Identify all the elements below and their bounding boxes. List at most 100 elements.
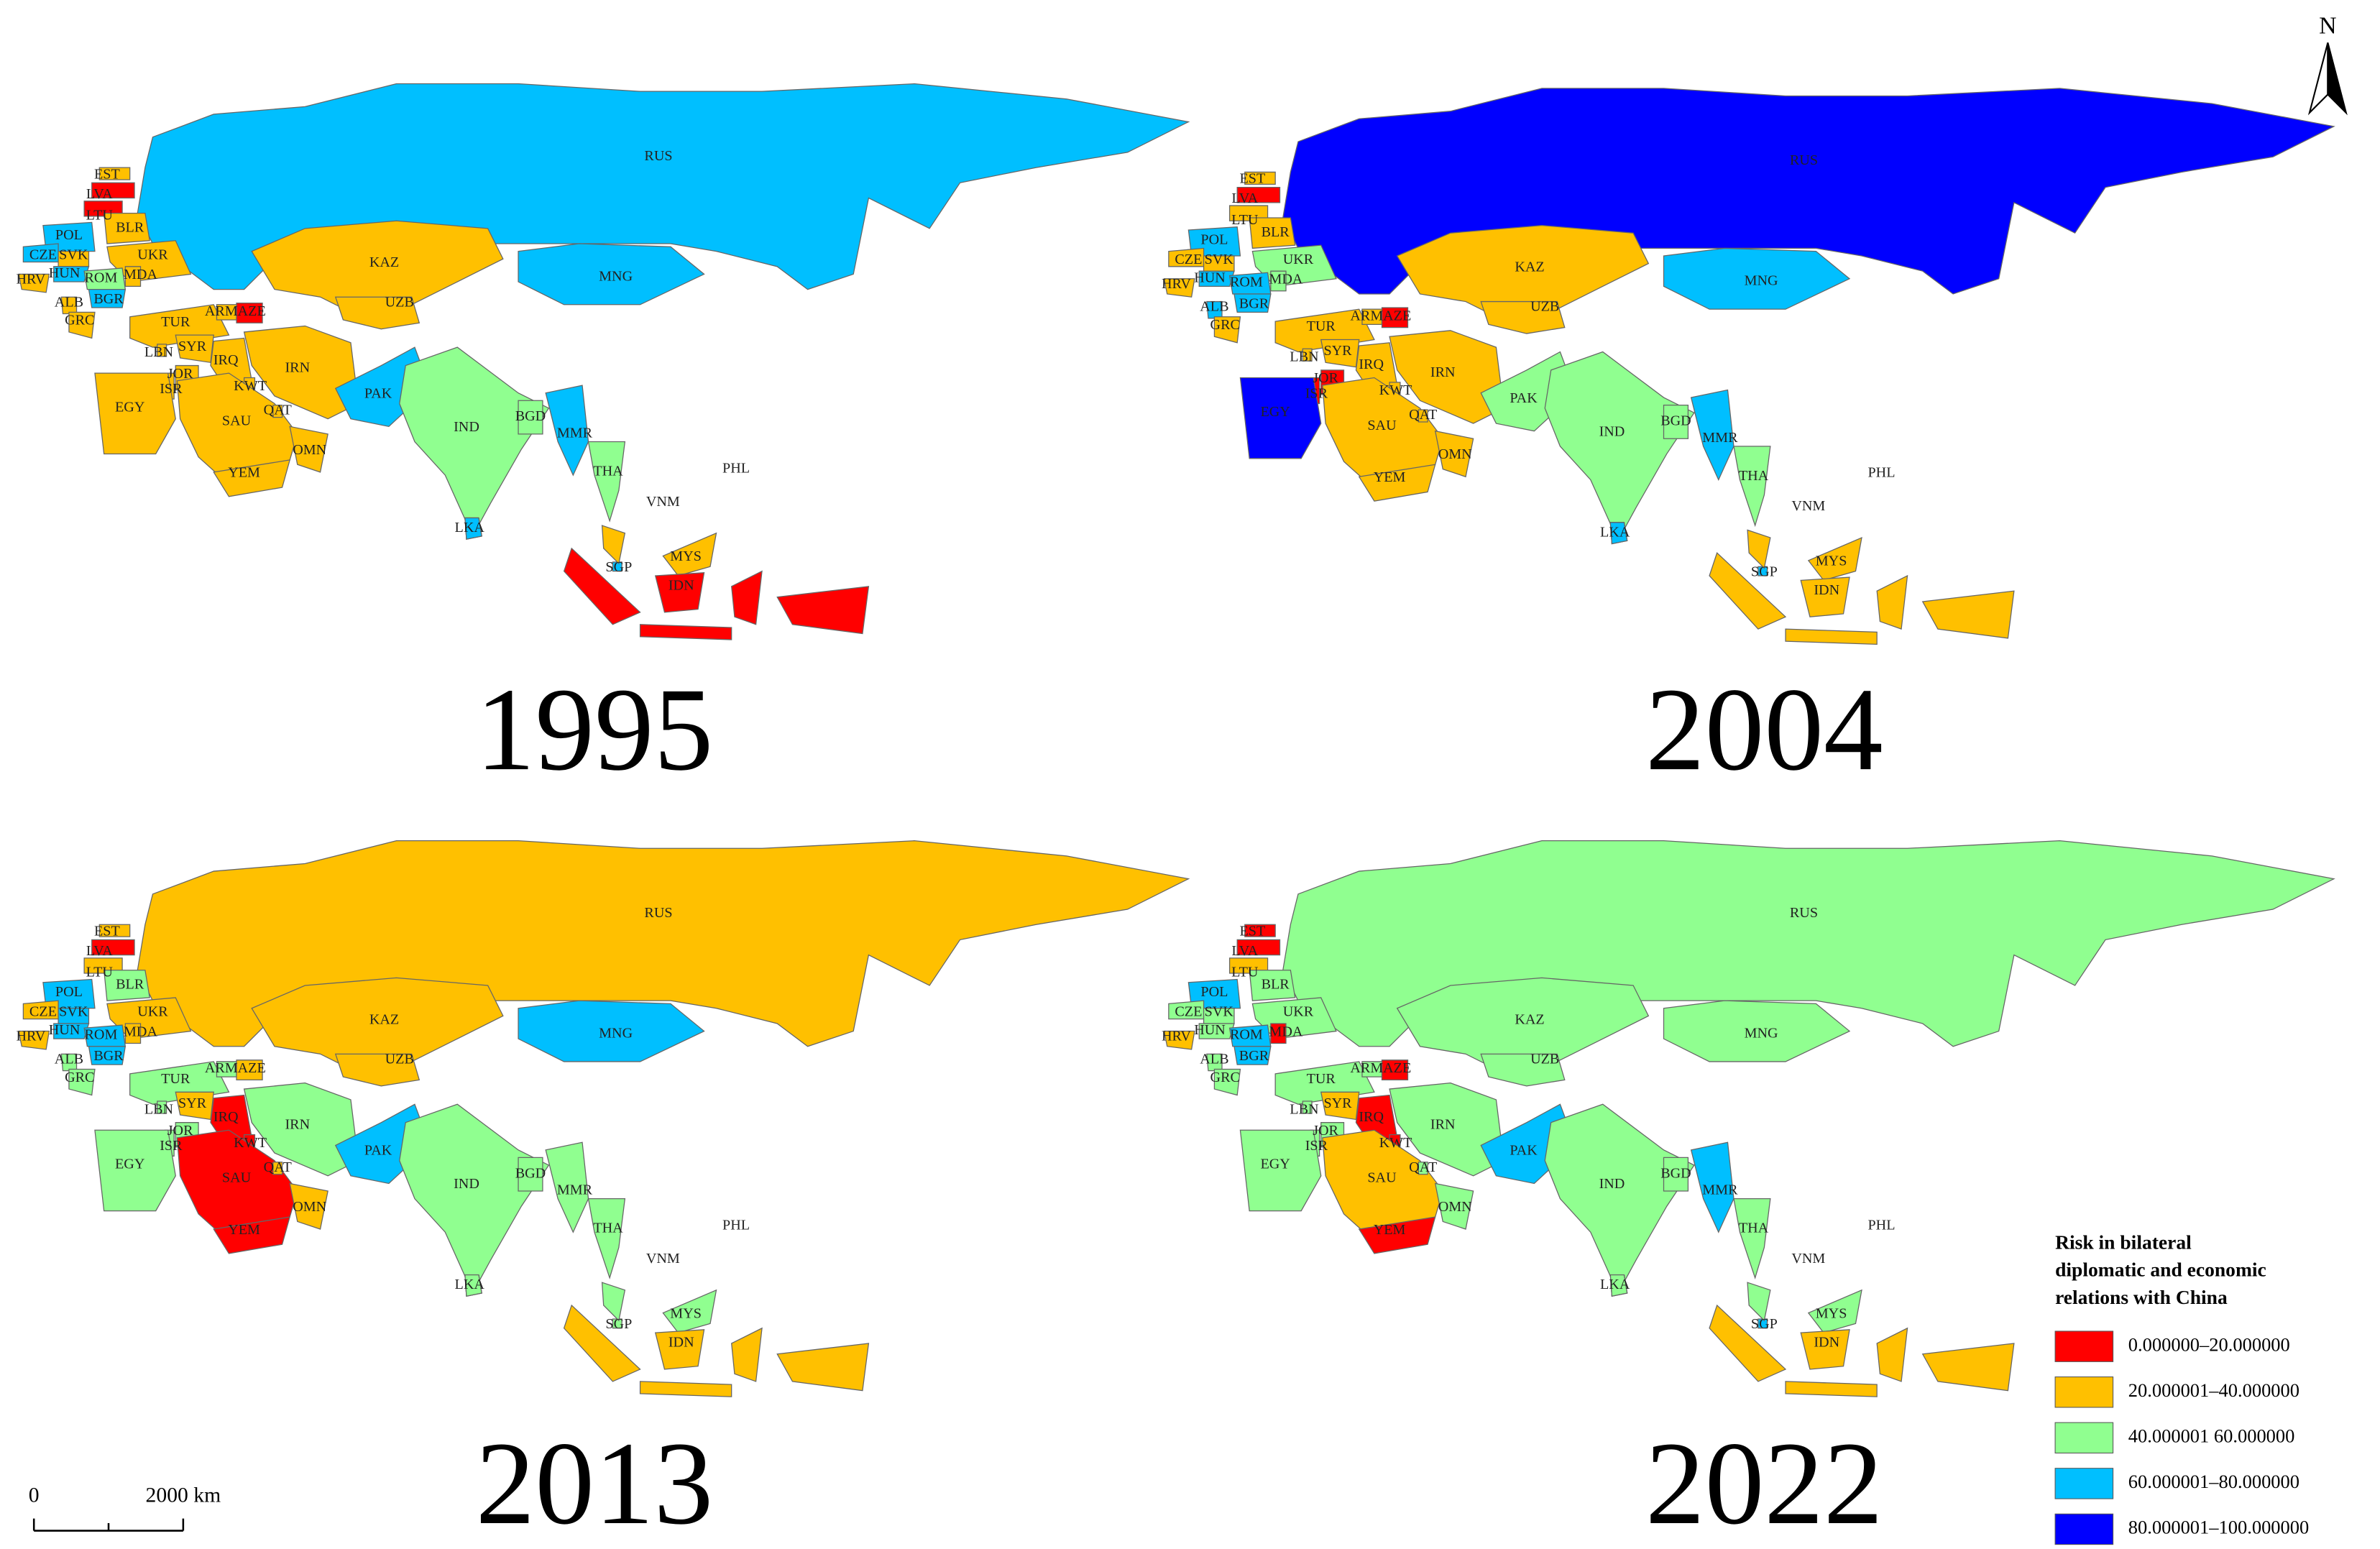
country-label: TUR	[1307, 1071, 1336, 1087]
country	[1876, 1327, 1908, 1382]
country-label: SGP	[605, 559, 632, 575]
country	[1239, 1129, 1322, 1212]
country-label: IND	[1599, 1176, 1625, 1192]
country	[1198, 1023, 1235, 1039]
north-label: N	[2319, 13, 2336, 40]
country-label: BGR	[93, 1048, 124, 1064]
country-label: CZE	[1175, 1004, 1202, 1020]
country-label: SAU	[1367, 418, 1397, 433]
legend-label: 0.000000–20.000000	[2128, 1333, 2290, 1355]
country-label: JOR	[167, 1123, 193, 1139]
year-title: 1995	[476, 663, 714, 795]
country-label: HUN	[49, 1022, 81, 1038]
country	[103, 213, 150, 244]
country-label: VNM	[1791, 1251, 1825, 1267]
country	[1236, 186, 1281, 203]
country-label: PAK	[364, 1143, 392, 1159]
country-label: VNM	[1791, 498, 1825, 514]
country-label: BLR	[116, 977, 144, 993]
country	[1480, 300, 1566, 334]
country-label: EGY	[115, 1157, 145, 1172]
country-label: IRQ	[1359, 1109, 1384, 1125]
country-label: CZE	[29, 1004, 57, 1020]
country-label: ARM	[205, 1060, 238, 1076]
scale-start: 0	[29, 1484, 40, 1507]
country	[1434, 430, 1474, 478]
country-label: RUS	[1790, 905, 1818, 921]
country-label: MMR	[557, 426, 593, 441]
country	[1663, 1157, 1689, 1192]
country	[776, 586, 870, 635]
country-label: BGR	[93, 291, 124, 307]
country-label: MMR	[1702, 1182, 1738, 1198]
country-label: UKR	[1283, 252, 1314, 267]
country-label: POL	[55, 227, 83, 243]
country-label: LVA	[1231, 943, 1258, 959]
country	[1358, 464, 1436, 502]
country	[587, 1198, 626, 1279]
year-title: 2022	[1645, 1417, 1883, 1549]
legend-swatch	[2054, 1468, 2114, 1499]
country-label: LBN	[144, 1101, 174, 1117]
country	[545, 1141, 589, 1233]
country-label: GRC	[1210, 317, 1240, 333]
country-label: ARM	[1350, 308, 1383, 323]
country	[157, 1100, 167, 1114]
country-label: AZE	[1383, 308, 1411, 323]
country-label: BGD	[515, 408, 546, 424]
country-label: CZE	[29, 247, 57, 263]
country-label: SGP	[1751, 564, 1778, 579]
country	[545, 385, 589, 477]
country-label: ROM	[85, 270, 118, 285]
country	[518, 1157, 543, 1192]
legend-label: 40.000001 60.000000	[2128, 1425, 2295, 1446]
country-label: PAK	[1510, 390, 1538, 406]
country-label: LBN	[1290, 349, 1319, 365]
country-label: IDN	[1814, 1335, 1839, 1351]
country	[1800, 576, 1850, 617]
legend-swatch	[2054, 1330, 2114, 1362]
country	[654, 572, 705, 613]
country	[399, 346, 550, 538]
country-label: OMN	[1438, 446, 1472, 462]
country	[1233, 1046, 1272, 1065]
country	[91, 182, 135, 199]
north-arrow: N	[2307, 13, 2348, 116]
country-label: LKA	[455, 520, 485, 536]
country-label: KAZ	[369, 1011, 399, 1027]
scale-end: 2000 km	[146, 1484, 221, 1507]
country-label: EST	[94, 166, 120, 182]
country	[1747, 1282, 1771, 1322]
country-label: LVA	[86, 186, 113, 202]
country	[1302, 1100, 1313, 1114]
country-label: UZB	[385, 1051, 414, 1067]
country	[1663, 247, 1851, 310]
country-label: SYR	[178, 339, 207, 354]
country-label: SGP	[1751, 1316, 1778, 1332]
country	[563, 1304, 641, 1382]
country-label: HRV	[1162, 276, 1191, 292]
country	[587, 441, 626, 523]
country	[1690, 389, 1735, 482]
country-label: LKA	[1600, 524, 1630, 540]
legend-title: diplomatic and economic	[2055, 1259, 2266, 1281]
country-label: IDN	[1814, 582, 1839, 598]
country-label: KWT	[1379, 1135, 1412, 1151]
country-label: ALB	[1200, 299, 1228, 315]
country-label: KWT	[234, 1135, 267, 1151]
country-label: THA	[1739, 1221, 1769, 1236]
country	[1163, 278, 1195, 298]
country-label: BLR	[1262, 224, 1290, 240]
country-label: IRQ	[1359, 357, 1384, 372]
country	[1282, 88, 2335, 295]
country	[1239, 377, 1322, 459]
country	[1213, 316, 1241, 344]
country	[53, 1023, 90, 1039]
country-label: MMR	[1702, 430, 1738, 446]
country-label: AZE	[1383, 1060, 1411, 1076]
country-label: EGY	[1260, 404, 1290, 420]
country	[1544, 351, 1695, 542]
country-label: YEM	[228, 465, 260, 481]
